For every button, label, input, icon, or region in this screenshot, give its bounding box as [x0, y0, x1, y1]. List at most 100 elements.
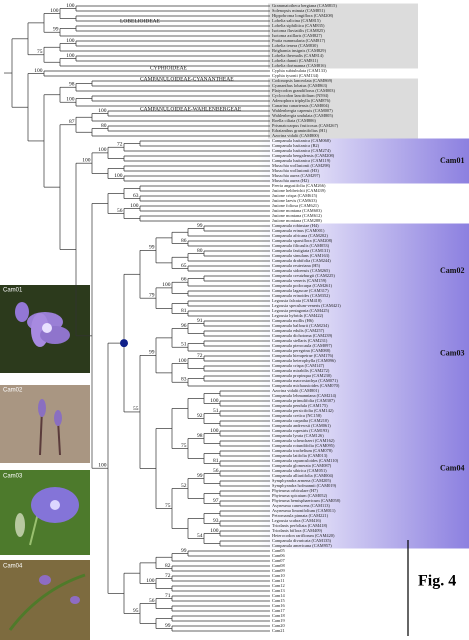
taxon-label: Jasione laevis (CAM633): [272, 198, 317, 203]
taxon-label: Lobelia dortmanna (CAM816): [272, 63, 326, 68]
taxon-label: Campanula hierapetrae (CAM176): [272, 353, 334, 358]
taxon-label: Campanula simulans (CAM163): [272, 253, 330, 258]
support-value: 100: [98, 108, 107, 114]
support-value: 79: [149, 292, 155, 298]
taxon-label: Adenophora triphylla (CAM876): [272, 98, 331, 103]
taxon-label: Campanula lusitanica (CAM068): [272, 138, 331, 143]
taxon-label: Campanula fastigiata (CAM131): [272, 248, 330, 253]
taxon-label: Campanula lusitanica (CAM274): [272, 148, 331, 153]
photo-label: Cam01: [3, 288, 23, 294]
support-value: 72: [197, 353, 203, 359]
taxon-label: Jasione heldreichii (CAM439): [272, 188, 326, 193]
taxon-label: Platycodon grandiflorus (CAM003): [272, 88, 335, 93]
taxon-label: Campanula trachelium (CAM078): [272, 448, 333, 453]
taxon-label: Cam07: [272, 558, 285, 563]
support-value: 97: [213, 498, 219, 504]
taxon-label: Cyclocodon lancifolium (N594): [272, 93, 329, 98]
support-value: 65: [181, 263, 187, 269]
support-value: 54: [197, 533, 203, 539]
support-value: 100: [50, 8, 59, 14]
taxon-label: Campanula cretica (NC158): [272, 413, 322, 418]
taxon-label: Hippobroma longiflora (CAM208): [272, 13, 334, 18]
support-value: 52: [181, 483, 187, 489]
support-value: 80: [101, 123, 107, 129]
node-marker: [120, 339, 128, 348]
taxon-label: Symphyandra hofmannii (CAM019): [272, 483, 337, 488]
taxon-label: Campanula lusitanica (B2): [272, 143, 320, 148]
taxon-label: Cam12: [272, 583, 285, 588]
support-value: 72: [165, 573, 171, 579]
taxon-label: Cyananthus lobatus (CAM863): [272, 83, 328, 88]
taxon-label: Campanula drabifolia (CAM244): [272, 258, 331, 263]
clade-shade: [258, 223, 469, 319]
taxon-label: Wahlenbergia undulata (CAM805): [272, 113, 334, 118]
taxon-label: Brighamia insignis (CAM829): [272, 48, 326, 53]
clade-label: Cam02: [440, 266, 464, 275]
taxon-label: Campanula pterocaula (CAM097): [272, 343, 333, 348]
taxon-label: Phyteuma hemisphaericum (CAM058): [272, 498, 341, 503]
taxon-label: Campanula andrewsii (CAM061): [272, 423, 331, 428]
support-value: 99: [165, 623, 171, 629]
taxon-label: Campanula rapunculoides (CAM110): [272, 458, 339, 463]
flower-icon: [15, 487, 79, 546]
taxon-label: Cam21: [272, 628, 285, 633]
taxon-label: Campanula persicifolia (CAM142): [272, 408, 334, 413]
support-value: 100: [130, 203, 139, 209]
taxon-label: Legousia pentagonia (CAM425): [272, 308, 330, 313]
support-value: 91: [197, 318, 203, 324]
taxon-label: Lobelia salicina (CAM815): [272, 18, 321, 23]
photo-label: Cam03: [3, 474, 23, 480]
taxon-label: Isotoma axillaris (CAM827): [272, 33, 323, 38]
taxon-label: Campanula rupestris (CAM193): [272, 428, 329, 433]
taxon-label: Cam16: [272, 603, 285, 608]
support-value: 82: [165, 563, 171, 569]
group-label: LOBELIOIDEAE: [120, 18, 161, 24]
taxon-label: Campanula heterophylla (CAM096): [272, 358, 336, 363]
taxon-label: Campanula glomerata (CAM087): [272, 463, 332, 468]
taxon-label: Lobelia thermalis (CAM814): [272, 53, 324, 58]
taxon-label: Campanula carpatha (CAM210): [272, 418, 329, 423]
taxon-label: Campanula erinoides (CAM352): [272, 293, 330, 298]
taxon-label: Isotoma fluviatilis (CAM825): [272, 28, 325, 33]
taxon-label: Campanula stellaris (CAM231): [272, 338, 328, 343]
taxon-label: Cam05: [272, 548, 285, 553]
support-value: 100: [66, 97, 75, 103]
group-shade: [268, 3, 418, 69]
taxon-label: Campanula pendula (CAM175): [272, 403, 328, 408]
photo-label: Cam04: [3, 564, 23, 570]
taxon-label: Canarina canariensis (CAM004): [272, 103, 330, 108]
taxon-label: Edraianthus graminifolius (H1): [272, 128, 328, 133]
taxon-label: Campanula podocarpa (CAM261): [272, 283, 333, 288]
group-label: CYPHIOIDEAE: [150, 65, 188, 71]
support-value: 98: [69, 82, 75, 88]
taxon-label: Legousia falcata (CAM418): [272, 298, 322, 303]
taxon-label: Campanula mirabilis (CAM272): [272, 368, 330, 373]
support-value: 100: [114, 173, 123, 179]
taxon-label: Azorina vidalii (CAM800): [272, 133, 320, 138]
taxon-label: Solenopsis minuta (CAM851): [272, 8, 325, 13]
taxon-label: Heterocodon rariflorum (CAM420): [272, 533, 335, 538]
taxon-label: Cam06: [272, 553, 285, 558]
taxon-label: Campanula sibirica (CAM051): [272, 468, 327, 473]
taxon-label: Campanula creutzburgii (CAM225): [272, 273, 335, 278]
taxon-label: Campanula primulifolia (CAM307): [272, 398, 335, 403]
support-value: 100: [66, 38, 75, 44]
taxon-label: Campanula africana (CAM202): [272, 233, 328, 238]
taxon-label: Campanula balfourii (CAM234): [272, 323, 329, 328]
taxon-label: Cam19: [272, 618, 285, 623]
taxon-label: Jasione crispa (CAM615): [272, 193, 318, 198]
support-value: 56: [213, 468, 219, 474]
taxon-label: Azorina vidalii (CAM801): [272, 388, 320, 393]
taxon-label: Lobelia dunnii (CAM811): [272, 58, 319, 63]
support-value: 100: [210, 528, 219, 534]
taxon-label: Campanula sidoensis (CAM265): [272, 268, 330, 273]
taxon-label: Campanula sparsiflora (CAM208): [272, 238, 333, 243]
taxon-label: Musschia wollastonii (H3): [272, 168, 319, 173]
taxon-label: Campanula alliariifolia (CAM004): [272, 473, 334, 478]
taxon-label: Feeria angustifolia (CAM266): [272, 183, 326, 188]
support-value: 99: [53, 27, 59, 33]
support-value: 100: [146, 578, 155, 584]
taxon-label: Campanula filicaulis (CAM053): [272, 243, 330, 248]
